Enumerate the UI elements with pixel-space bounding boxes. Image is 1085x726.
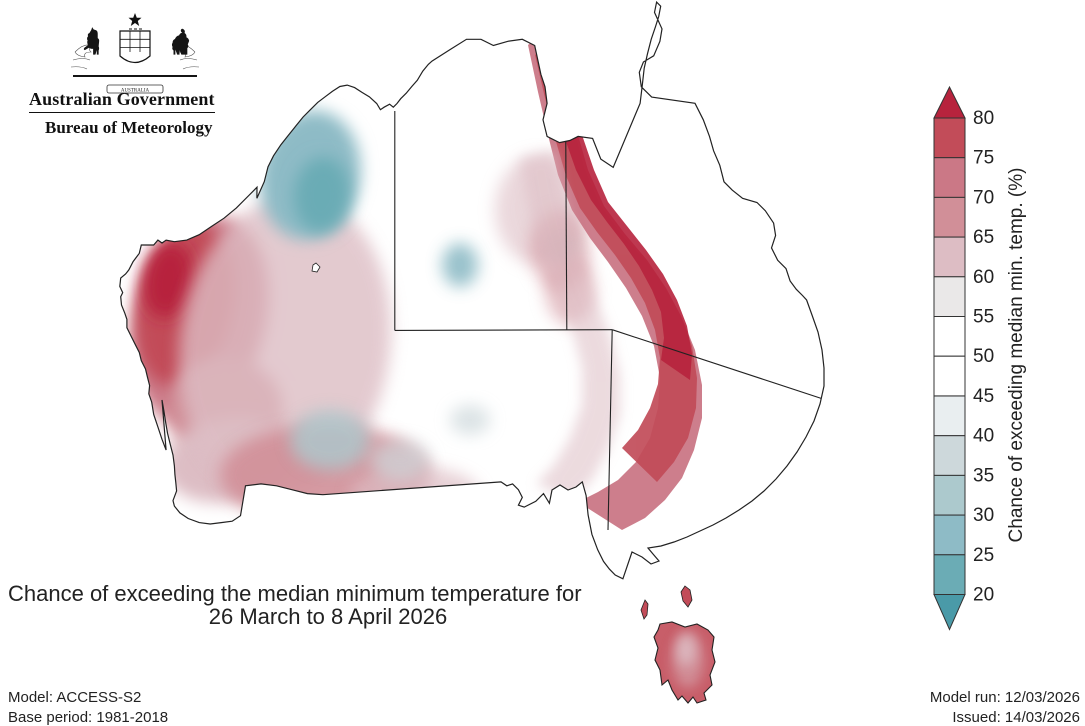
svg-text:80: 80 [973, 108, 994, 129]
svg-text:55: 55 [973, 307, 994, 328]
svg-text:65: 65 [973, 227, 994, 248]
svg-text:70: 70 [973, 187, 994, 208]
svg-text:45: 45 [973, 386, 994, 407]
svg-text:50: 50 [973, 346, 994, 367]
svg-text:35: 35 [973, 465, 994, 486]
svg-text:75: 75 [973, 148, 994, 169]
svg-text:60: 60 [973, 267, 994, 288]
svg-text:30: 30 [973, 505, 994, 526]
svg-text:25: 25 [973, 545, 994, 566]
svg-text:20: 20 [973, 585, 994, 606]
svg-text:40: 40 [973, 426, 994, 447]
svg-text:Chance of exceeding median min: Chance of exceeding median min. temp. (%… [1006, 168, 1027, 543]
